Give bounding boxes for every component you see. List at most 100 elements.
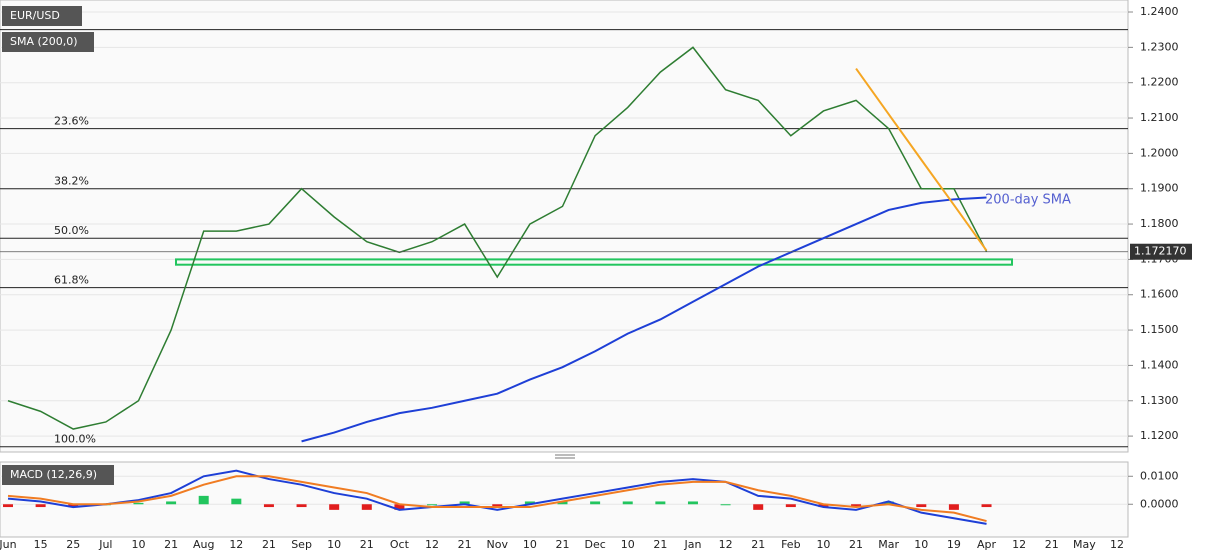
x-tick-label: Dec xyxy=(584,538,605,551)
histogram-bar xyxy=(655,501,666,505)
histogram-bar xyxy=(231,498,242,505)
y-tick-label: 1.2300 xyxy=(1140,40,1179,53)
y-tick-label: 1.2400 xyxy=(1140,5,1179,18)
macd-title: MACD (12,26,9) xyxy=(10,468,97,481)
x-tick-label: Oct xyxy=(390,538,410,551)
line xyxy=(7,475,987,523)
fib-label: 100.0% xyxy=(54,433,96,446)
x-tick-label: 21 xyxy=(556,538,570,551)
histogram-bar xyxy=(557,501,568,505)
x-tick-label: 21 xyxy=(1045,538,1059,551)
y-tick-label: 1.1200 xyxy=(1140,429,1179,442)
y-tick-label: 1.2200 xyxy=(1140,76,1179,89)
x-tick-label: Aug xyxy=(193,538,214,551)
line xyxy=(855,67,988,252)
x-tick-label: Apr xyxy=(977,538,997,551)
y-tick-label: 1.1900 xyxy=(1140,182,1179,195)
indicator-title: SMA (200,0) xyxy=(10,35,78,48)
histogram-bar xyxy=(720,504,731,506)
histogram-bar xyxy=(459,501,470,505)
histogram-bar xyxy=(492,504,503,508)
x-tick-label: 12 xyxy=(229,538,243,551)
y-tick-label: 0.0000 xyxy=(1140,497,1179,510)
histogram-bar xyxy=(361,504,372,510)
x-tick-label: May xyxy=(1073,538,1096,551)
histogram-bar xyxy=(524,501,535,505)
histogram-bar xyxy=(3,504,13,508)
histogram-bar xyxy=(883,501,894,505)
line xyxy=(7,469,987,525)
support-zone xyxy=(175,258,1013,266)
x-tick-label: 10 xyxy=(523,538,537,551)
x-tick-label: 21 xyxy=(262,538,276,551)
y-tick-label: 1.1500 xyxy=(1140,323,1179,336)
x-tick-label: 12 xyxy=(425,538,439,551)
macd-title-box xyxy=(2,465,114,485)
x-tick-label: 10 xyxy=(621,538,635,551)
histogram-bar xyxy=(263,504,274,508)
x-tick-label: Jan xyxy=(683,538,701,551)
title-box xyxy=(2,6,82,26)
histogram-bar xyxy=(948,504,959,510)
y-tick-label: 1.2000 xyxy=(1140,146,1179,159)
histogram-bar xyxy=(394,504,405,510)
y-tick-label: 1.1300 xyxy=(1140,394,1179,407)
histogram-bar xyxy=(329,504,340,510)
histogram-bar xyxy=(68,504,79,508)
x-tick-label: 25 xyxy=(66,538,80,551)
last-price-label: 1.172170 xyxy=(1134,245,1187,258)
y-tick-label: 0.0100 xyxy=(1140,469,1179,482)
macd-pane xyxy=(0,461,1129,538)
y-tick-label: 1.2100 xyxy=(1140,111,1179,124)
histogram-bar xyxy=(818,504,829,508)
fib-label: 38.2% xyxy=(54,175,89,188)
line xyxy=(301,196,987,443)
annotation: 200-day SMA xyxy=(985,193,1071,208)
fib-label: 23.6% xyxy=(54,115,89,128)
y-tick-label: 1.1800 xyxy=(1140,217,1179,230)
subtitle-box xyxy=(2,32,94,52)
histogram-bar xyxy=(35,504,46,508)
x-tick-label: 21 xyxy=(751,538,765,551)
line xyxy=(7,46,988,430)
x-tick-label: 15 xyxy=(34,538,48,551)
histogram-bar xyxy=(622,501,633,505)
histogram-bar xyxy=(851,504,862,508)
x-tick-label: 10 xyxy=(131,538,145,551)
x-tick-label: Jul xyxy=(98,538,112,551)
histogram-bar xyxy=(166,501,177,505)
histogram-bar xyxy=(785,504,796,508)
x-tick-label: 10 xyxy=(816,538,830,551)
pane-title: EUR/USD xyxy=(10,9,60,22)
fib-label: 61.8% xyxy=(54,274,89,287)
x-tick-label: 10 xyxy=(327,538,341,551)
histogram-bar xyxy=(753,504,764,510)
x-tick-label: Nov xyxy=(487,538,509,551)
y-tick-label: 1.1600 xyxy=(1140,288,1179,301)
x-tick-label: 21 xyxy=(849,538,863,551)
x-tick-label: 12 xyxy=(1012,538,1026,551)
x-tick-label: 12 xyxy=(719,538,733,551)
histogram-bar xyxy=(133,502,144,505)
x-tick-label: 19 xyxy=(947,538,961,551)
fib-label: 50.0% xyxy=(54,224,89,237)
histogram-bar xyxy=(427,504,438,506)
histogram-bar xyxy=(916,504,927,508)
y-tick-label: 1.1400 xyxy=(1140,358,1179,371)
histogram-bar xyxy=(198,495,209,505)
x-tick-label: 21 xyxy=(653,538,667,551)
histogram-bar xyxy=(981,504,992,508)
last-price-box xyxy=(1130,243,1192,260)
x-tick-label: Sep xyxy=(291,538,312,551)
price-pane xyxy=(0,0,1129,453)
x-tick-label: 12 xyxy=(1110,538,1124,551)
x-tick-label: 21 xyxy=(458,538,472,551)
x-tick-label: Feb xyxy=(781,538,800,551)
x-tick-label: 10 xyxy=(914,538,928,551)
x-tick-label: Jun xyxy=(0,538,17,551)
x-tick-label: 21 xyxy=(360,538,374,551)
x-tick-label: Mar xyxy=(878,538,899,551)
histogram-bar xyxy=(687,501,698,505)
histogram-bar xyxy=(590,501,601,505)
